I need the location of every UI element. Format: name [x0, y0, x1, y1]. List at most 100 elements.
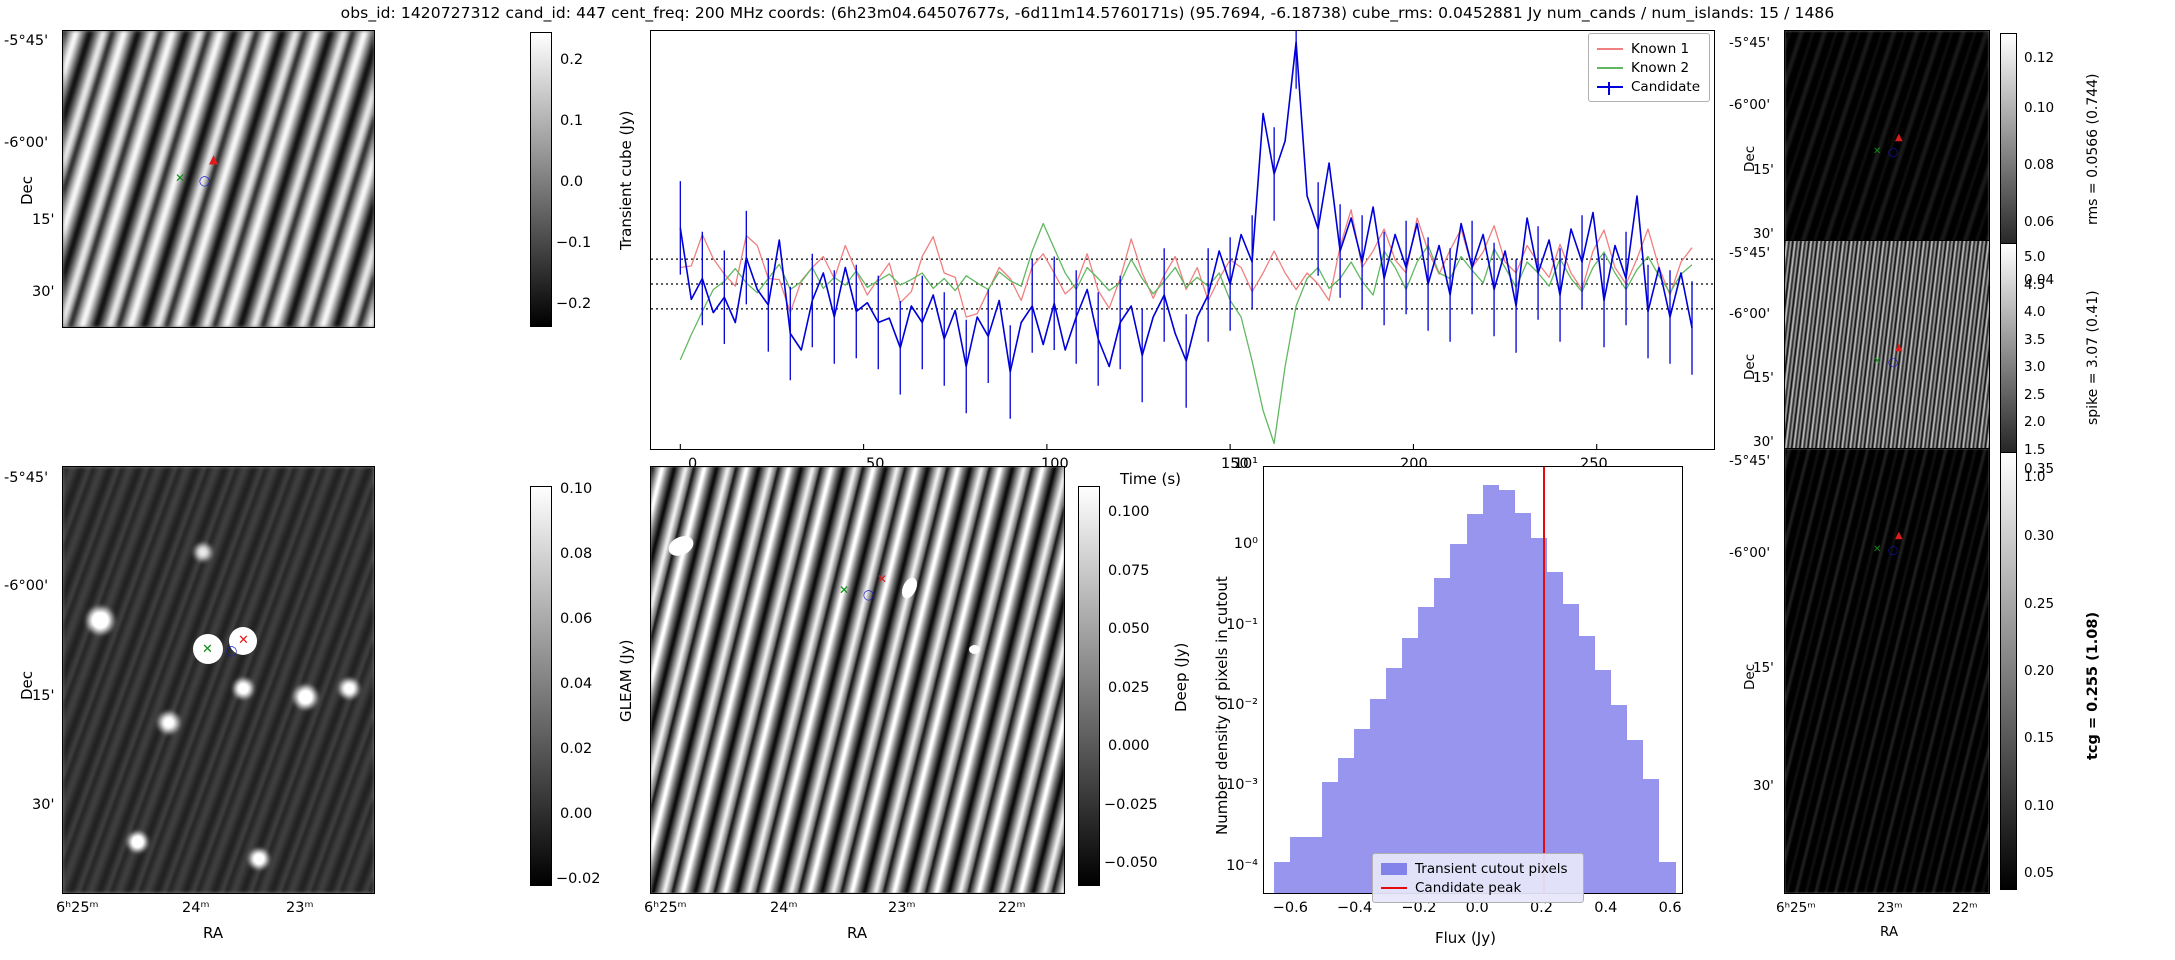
dec-tick-1: -6°00': [4, 135, 49, 151]
histogram-bar: [1643, 779, 1660, 893]
histogram-bar: [1402, 637, 1419, 893]
tcg-image[interactable]: ▲ ✕ ◯: [1784, 448, 1990, 894]
marker-known1-rms: ▲: [1895, 132, 1903, 143]
histogram-xtick-1: −0.4: [1337, 900, 1373, 916]
histogram-ytick-0: 10¹: [1233, 456, 1258, 472]
marker-known1-tcg: ▲: [1895, 530, 1903, 541]
legend-patch-cutout-pixels: [1381, 862, 1407, 875]
legend-line-known1: [1597, 47, 1623, 50]
legend-label-known2: Known 2: [1631, 59, 1690, 76]
tcg-colorbar[interactable]: [2000, 452, 2017, 890]
spike-cbar-ticks-6: 2.0: [2024, 414, 2046, 430]
gleam-source-halo: [193, 634, 223, 664]
histogram-bar: [1514, 512, 1531, 893]
rms-dec-axis-label: Dec: [1742, 145, 1758, 172]
tcg-ra-tick-1: 23ᵐ: [1877, 900, 1903, 916]
deep-ra-tick-0: 6ʰ25ᵐ: [644, 900, 687, 916]
panel-flux-histogram[interactable]: [1263, 466, 1683, 894]
marker-known2-tcg: ✕: [1873, 544, 1882, 555]
rms-cbar-tick-4: 0.04: [2024, 272, 2055, 288]
marker-known1-spike: ▲: [1895, 342, 1903, 353]
candidate-peak-line: [1543, 467, 1546, 893]
legend-line-candidate-peak: [1381, 886, 1407, 889]
marker-known2-spike: ✕: [1873, 356, 1882, 367]
gleam-dec-tick-2: 15': [32, 688, 55, 704]
rms-cbar-tick-1: 0.10: [2024, 100, 2055, 116]
gleam-colorbar[interactable]: [530, 486, 552, 886]
histogram-bar: [1546, 571, 1564, 893]
lightcurve-legend[interactable]: Known 1 Known 2 Candidate: [1588, 33, 1710, 102]
histogram-bar: [1450, 544, 1467, 893]
tcg-dec-tick-0: -5°45': [1729, 453, 1771, 469]
legend-label-candidate-peak: Candidate peak: [1415, 879, 1522, 896]
transient-cube-colorbar[interactable]: [530, 32, 552, 327]
marker-known2-rms: ✕: [1873, 146, 1882, 157]
cbar-tick-4: −0.2: [556, 296, 592, 312]
gleam-ra-axis-label: RA: [203, 924, 224, 942]
histogram-bar: [1418, 607, 1435, 893]
spike-cbar-ticks-4: 3.0: [2024, 359, 2046, 375]
histogram-bar: [1611, 704, 1628, 893]
page-title: obs_id: 1420727312 cand_id: 447 cent_fre…: [340, 4, 1835, 22]
histogram-xtick-5: 0.4: [1594, 900, 1618, 916]
marker-candidate-rms: ◯: [1888, 148, 1899, 158]
marker-candidate-deep: ◯: [863, 590, 875, 601]
deep-image[interactable]: ✕ ✕ ◯: [650, 466, 1065, 894]
histogram-xtick-0: −0.6: [1272, 900, 1308, 916]
gleam-cbar-tick-6: −0.02: [556, 871, 601, 887]
histogram-xtick-4: 0.2: [1529, 900, 1554, 916]
rms-dec-tick-2: 15': [1753, 162, 1774, 178]
tcg-cbar-ticks-5: 0.10: [2024, 797, 2055, 814]
deep-cbar-tick-2: 0.050: [1108, 621, 1150, 637]
gleam-dec-tick-3: 30': [32, 797, 55, 813]
rms-dec-tick-0: -5°45': [1729, 35, 1771, 51]
histogram-xtick-6: 0.6: [1658, 900, 1682, 916]
histogram-ytick-4: 10⁻³: [1226, 777, 1258, 794]
deep-colorbar-label: Deep (Jy): [1172, 642, 1190, 712]
dec-tick-0: -5°45': [4, 33, 49, 49]
cbar-tick-0: 0.2: [560, 52, 584, 68]
gleam-cbar-tick-0: 0.10: [560, 481, 593, 497]
marker-known2-gleam: ✕: [202, 642, 213, 657]
legend-row-known2: Known 2: [1597, 58, 1701, 77]
histogram-ytick-2: 10⁻¹: [1226, 616, 1258, 633]
transient-cube-image[interactable]: ▲ ✕ ◯: [62, 30, 375, 328]
marker-known2-cube: ✕: [175, 171, 186, 185]
gleam-dec-tick-1: -6°00': [4, 578, 49, 594]
histogram-legend[interactable]: Transient cutout pixels Candidate peak: [1372, 853, 1584, 903]
legend-label-known1: Known 1: [1631, 40, 1690, 57]
spike-cbar-ticks-3: 3.5: [2024, 331, 2046, 348]
histogram-bar: [1627, 740, 1644, 893]
tcg-dec-tick-1: -6°00': [1729, 545, 1771, 561]
histogram-bar: [1466, 514, 1483, 893]
tcg-cbar-ticks-6: 0.05: [2024, 865, 2055, 881]
spike-cbar-ticks-1: 4.5: [2024, 276, 2046, 293]
spike-cbar-ticks-0: 5.0: [2024, 249, 2046, 265]
transient-cube-colorbar-label: Transient cube (Jy): [617, 110, 635, 250]
deep-ra-tick-3: 22ᵐ: [998, 900, 1026, 916]
gleam-image[interactable]: ✕ ✕ ◯: [62, 466, 375, 894]
deep-colorbar[interactable]: [1078, 486, 1100, 886]
gleam-dec-tick-0: -5°45': [4, 470, 49, 486]
spike-dec-axis-label: Dec: [1742, 353, 1758, 380]
marker-known2-deep: ✕: [839, 583, 850, 597]
histogram-xtick-2: −0.2: [1401, 900, 1437, 916]
panel-deep: ✕ ✕ ◯: [650, 466, 1065, 894]
legend-line-candidate: [1597, 81, 1623, 95]
panel-lightcurve[interactable]: [650, 30, 1715, 450]
lightcurve-plot: [651, 31, 1714, 449]
gleam-ra-tick-0: 6ʰ25ᵐ: [56, 900, 99, 916]
gleam-cbar-tick-3: 0.04: [560, 676, 593, 692]
histogram-bar: [1498, 489, 1515, 893]
legend-row-cutout-pixels: Transient cutout pixels: [1381, 859, 1575, 878]
histogram-bars: [1264, 467, 1682, 893]
gleam-cbar-tick-4: 0.02: [560, 741, 593, 757]
spike-dec-tick-3: 30': [1753, 434, 1774, 450]
marker-known1-deep: ✕: [877, 572, 888, 586]
spike-dec-tick-0: -5°45': [1729, 245, 1771, 261]
cbar-tick-1: 0.1: [560, 113, 584, 129]
spike-cbar-ticks-5: 2.5: [2024, 386, 2046, 403]
histogram-ytick-1: 10⁰: [1233, 536, 1258, 553]
histogram-bar: [1305, 836, 1322, 893]
spike-dec-tick-2: 15': [1753, 370, 1774, 386]
